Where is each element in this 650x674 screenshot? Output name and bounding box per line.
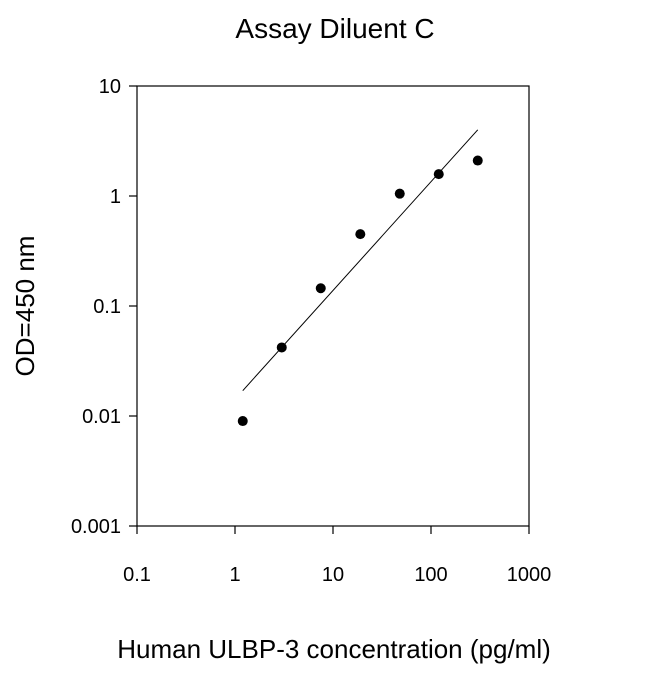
x-axis-label: Human ULBP-3 concentration (pg/ml): [117, 634, 551, 664]
data-point: [394, 188, 405, 199]
y-tick-label: 0.1: [93, 296, 121, 318]
data-point: [237, 416, 248, 427]
y-axis: 0.001 0.01 0.1 1 10: [71, 76, 137, 538]
x-tick-label: 1: [229, 564, 240, 586]
data-point: [472, 155, 483, 166]
plot-area: [136, 85, 530, 527]
fit-line-group: [242, 129, 479, 391]
data-point: [315, 283, 326, 294]
y-tick-label: 0.01: [82, 406, 121, 428]
x-tick-label: 10: [322, 564, 344, 586]
x-tick-label: 0.1: [123, 564, 151, 586]
x-axis: 0.1 1 10 100 1000: [123, 526, 551, 586]
data-point: [355, 229, 366, 240]
x-tick-label: 100: [414, 564, 447, 586]
chart-title: Assay Diluent C: [235, 13, 434, 44]
x-tick-label: 1000: [507, 564, 552, 586]
y-tick-label: 1: [110, 186, 121, 208]
y-tick-label: 10: [99, 76, 121, 98]
fit-line: [242, 129, 479, 391]
data-point: [433, 169, 444, 180]
y-axis-label: OD=450 nm: [10, 236, 40, 377]
data-points: [237, 155, 483, 427]
data-point: [276, 342, 287, 353]
y-tick-label: 0.001: [71, 516, 121, 538]
